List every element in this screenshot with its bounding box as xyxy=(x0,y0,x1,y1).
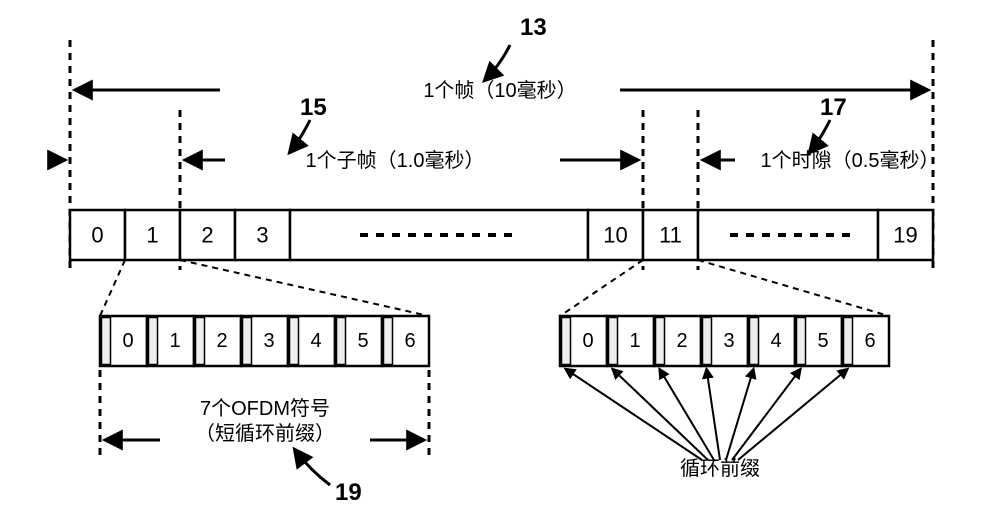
svg-text:0: 0 xyxy=(582,330,593,352)
cp-label: 循环前缀 xyxy=(680,457,760,480)
svg-text:19: 19 xyxy=(335,479,362,506)
svg-text:19: 19 xyxy=(893,223,917,248)
svg-text:3: 3 xyxy=(263,330,274,352)
ref-13: 13 xyxy=(485,14,547,80)
svg-text:4: 4 xyxy=(770,330,781,352)
svg-text:6: 6 xyxy=(404,330,415,352)
slot-span: 1个时隙（0.5毫秒） xyxy=(704,149,939,172)
svg-text:5: 5 xyxy=(817,330,828,352)
zoom-connectors xyxy=(100,260,889,316)
ref-19: 19 xyxy=(295,450,362,506)
svg-text:1: 1 xyxy=(629,330,640,352)
slot-label: 1个时隙（0.5毫秒） xyxy=(761,149,940,172)
ref-17: 17 xyxy=(810,94,847,152)
slot-left: 0 1 2 3 4 5 6 xyxy=(100,316,429,366)
svg-text:3: 3 xyxy=(723,330,734,352)
svg-text:17: 17 xyxy=(820,94,847,121)
svg-text:10: 10 xyxy=(603,223,627,248)
ref-15: 15 xyxy=(290,94,327,152)
slot-right: 0 1 2 3 4 5 6 xyxy=(560,316,889,366)
svg-text:1: 1 xyxy=(169,330,180,352)
svg-text:0: 0 xyxy=(91,223,103,248)
svg-text:4: 4 xyxy=(310,330,321,352)
svg-text:15: 15 xyxy=(300,94,327,121)
svg-text:2: 2 xyxy=(216,330,227,352)
svg-text:1: 1 xyxy=(146,223,158,248)
frame-span: 1个帧（10毫秒） xyxy=(76,79,927,102)
frame-label: 1个帧（10毫秒） xyxy=(423,79,576,102)
subframe-label: 1个子帧（1.0毫秒） xyxy=(306,149,485,172)
ofdm-label-2: （短循环前缀） xyxy=(195,422,335,445)
ofdm-label-1: 7个OFDM符号 xyxy=(200,397,330,420)
svg-text:13: 13 xyxy=(520,14,547,41)
svg-text:0: 0 xyxy=(122,330,133,352)
svg-text:3: 3 xyxy=(256,223,268,248)
svg-text:11: 11 xyxy=(659,223,682,248)
ofdm-span: 7个OFDM符号 （短循环前缀） xyxy=(100,370,429,455)
svg-text:6: 6 xyxy=(864,330,875,352)
svg-text:2: 2 xyxy=(201,223,213,248)
svg-text:2: 2 xyxy=(676,330,687,352)
cp-arrows xyxy=(566,369,848,460)
subframe-span: 1个子帧（1.0毫秒） xyxy=(50,149,637,172)
main-row: 0 1 2 3 10 11 19 xyxy=(70,210,933,260)
svg-text:5: 5 xyxy=(357,330,368,352)
